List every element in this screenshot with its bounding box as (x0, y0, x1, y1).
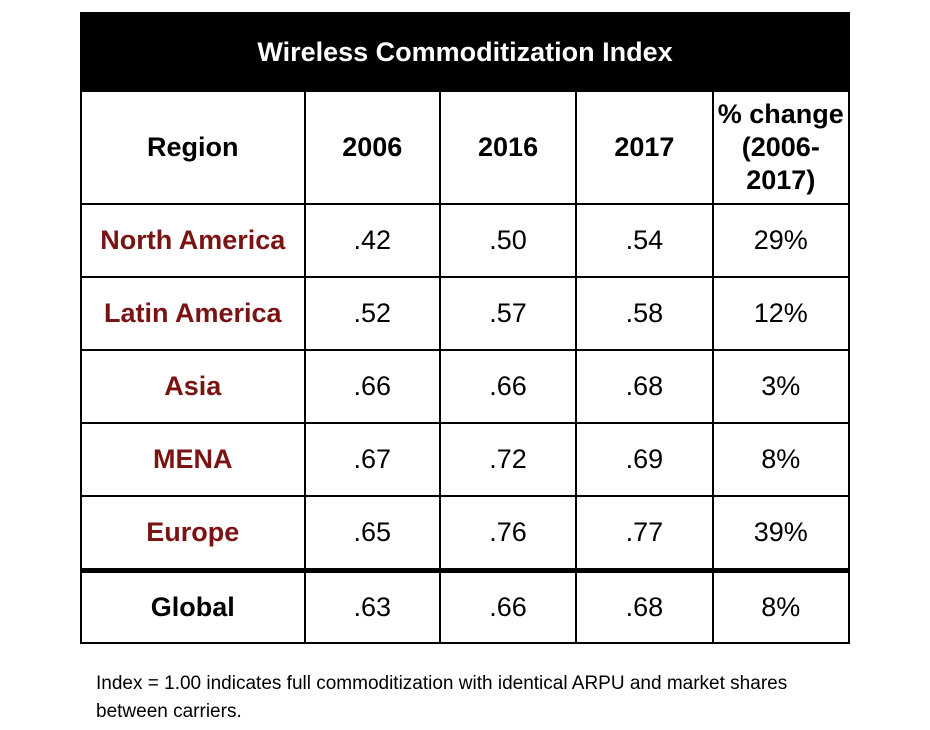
percent-change-cell: 3% (711, 349, 851, 424)
value-2016-cell: .76 (438, 495, 578, 572)
header-row: Region 2006 2016 2017 % change (2006- 20… (80, 90, 851, 205)
percent-change-cell: 8% (711, 568, 851, 644)
percent-change-cell: 8% (711, 422, 851, 497)
column-header-percent-change: % change (2006- 2017) (711, 90, 851, 205)
value-2016-cell: .72 (438, 422, 578, 497)
region-cell: Global (80, 568, 306, 644)
region-cell: MENA (80, 422, 306, 497)
region-cell: Latin America (80, 276, 306, 351)
region-cell: Asia (80, 349, 306, 424)
value-2017-cell: .54 (575, 203, 714, 278)
column-header-2016: 2016 (438, 90, 578, 205)
percent-change-cell: 39% (711, 495, 851, 572)
region-cell: North America (80, 203, 306, 278)
value-2017-cell: .68 (575, 349, 714, 424)
value-2016-cell: .66 (438, 568, 578, 644)
table-body: North America .42.50.54 29% Latin America .5… (80, 203, 851, 644)
commoditization-index-table: Wireless Commoditization Index Region 20… (80, 12, 851, 644)
value-2006-cell: .66 (303, 349, 441, 424)
value-2016-cell: .50 (438, 203, 578, 278)
value-2016-cell: .57 (438, 276, 578, 351)
table-row: MENA .67.72.69 8% (80, 422, 851, 497)
percent-change-cell: 29% (711, 203, 851, 278)
value-2006-cell: .52 (303, 276, 441, 351)
value-2006-cell: .67 (303, 422, 441, 497)
value-2017-cell: .68 (575, 568, 714, 644)
table-title: Wireless Commoditization Index (80, 12, 850, 92)
percent-change-cell: 12% (711, 276, 851, 351)
column-header-region: Region (80, 90, 306, 205)
value-2016-cell: .66 (438, 349, 578, 424)
global-total-row: Global .63.66.68 8% (80, 568, 851, 644)
table-row: Europe .65.76.77 39% (80, 495, 851, 572)
value-2006-cell: .63 (303, 568, 441, 644)
value-2017-cell: .77 (575, 495, 714, 572)
table-row: Latin America .52.57.58 12% (80, 276, 851, 351)
table-row: Asia .66.66.68 3% (80, 349, 851, 424)
table-row: North America .42.50.54 29% (80, 203, 851, 278)
value-2017-cell: .58 (575, 276, 714, 351)
column-header-2017: 2017 (575, 90, 714, 205)
value-2006-cell: .65 (303, 495, 441, 572)
region-cell: Europe (80, 495, 306, 572)
value-2006-cell: .42 (303, 203, 441, 278)
column-header-2006: 2006 (303, 90, 441, 205)
value-2017-cell: .69 (575, 422, 714, 497)
footnote: Index = 1.00 indicates full commoditizat… (96, 673, 788, 722)
